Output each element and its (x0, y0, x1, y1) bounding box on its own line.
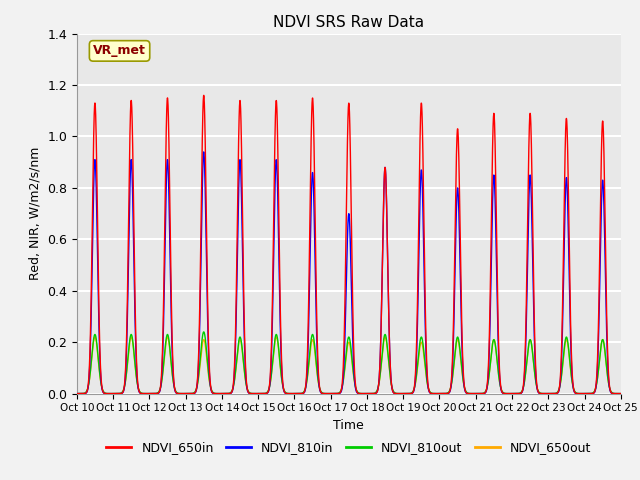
NDVI_650out (168, 362, 175, 368)
NDVI_650out (91, 334, 99, 340)
NDVI_810out (607, 387, 614, 393)
NDVI_650in (73, 391, 81, 396)
NDVI_810out (135, 387, 143, 393)
NDVI_810in (305, 299, 313, 305)
Line: NDVI_810in: NDVI_810in (77, 152, 621, 394)
NDVI_810out (617, 391, 625, 396)
NDVI_810out (282, 390, 289, 396)
Line: NDVI_810out: NDVI_810out (77, 332, 621, 394)
Legend: NDVI_650in, NDVI_810in, NDVI_810out, NDVI_650out: NDVI_650in, NDVI_810in, NDVI_810out, NDV… (101, 436, 596, 459)
NDVI_650out (548, 391, 556, 396)
Line: NDVI_650in: NDVI_650in (77, 96, 621, 394)
NDVI_810in (200, 149, 207, 155)
Text: VR_met: VR_met (93, 44, 146, 58)
X-axis label: Time: Time (333, 419, 364, 432)
NDVI_650out (617, 391, 625, 396)
NDVI_650in (617, 391, 625, 396)
NDVI_650in (200, 93, 207, 98)
NDVI_650out (73, 391, 81, 396)
NDVI_810in (607, 388, 614, 394)
NDVI_810out (200, 329, 207, 335)
Line: NDVI_650out: NDVI_650out (77, 337, 621, 394)
NDVI_650in (305, 268, 313, 274)
NDVI_810in (167, 308, 175, 313)
NDVI_810in (135, 388, 143, 394)
NDVI_650in (548, 391, 556, 396)
NDVI_810out (73, 391, 81, 396)
Title: NDVI SRS Raw Data: NDVI SRS Raw Data (273, 15, 424, 30)
NDVI_810in (617, 391, 625, 396)
Y-axis label: Red, NIR, W/m2/s/nm: Red, NIR, W/m2/s/nm (29, 147, 42, 280)
NDVI_810out (305, 356, 313, 362)
NDVI_650in (167, 286, 175, 292)
NDVI_810in (548, 391, 556, 396)
NDVI_810out (548, 391, 556, 396)
NDVI_810in (73, 391, 81, 396)
NDVI_650out (607, 387, 614, 393)
NDVI_650out (135, 387, 143, 393)
NDVI_810in (282, 390, 289, 396)
NDVI_650in (607, 388, 614, 394)
NDVI_650in (282, 390, 289, 396)
NDVI_650in (135, 387, 143, 393)
NDVI_650out (305, 359, 313, 365)
NDVI_650out (282, 390, 289, 396)
NDVI_810out (167, 359, 175, 365)
